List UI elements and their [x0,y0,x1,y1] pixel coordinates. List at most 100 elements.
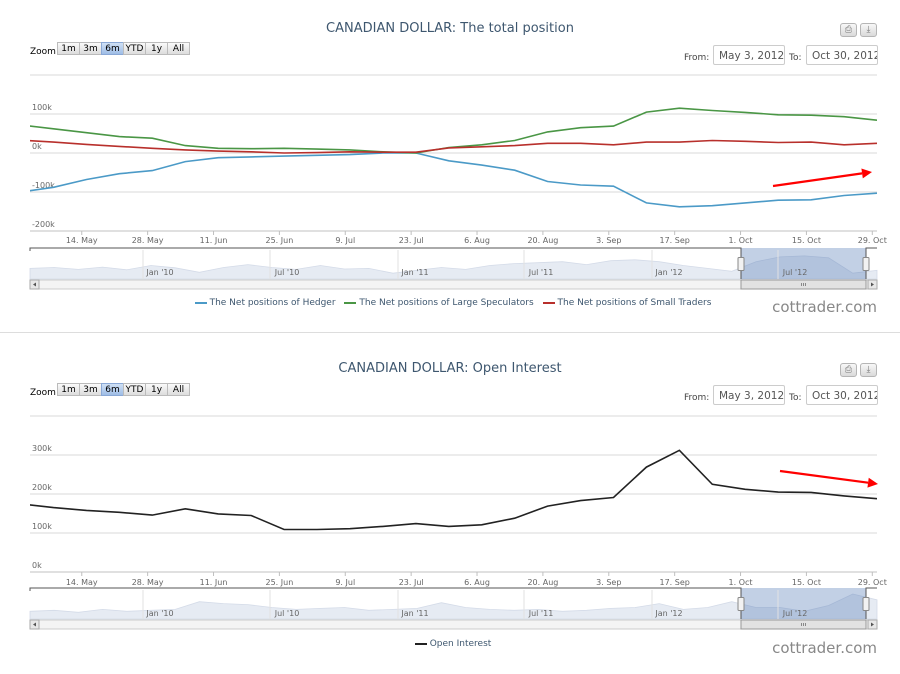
x-tick-label: 29. Oct [858,578,887,587]
navigator-label: Jan '11 [400,609,428,618]
legend-item-open-interest[interactable]: Open Interest [409,639,492,649]
watermark: cottrader.com [772,298,877,316]
arrow-left-icon [33,282,36,287]
y-tick-label: -100k [32,181,55,190]
navigator-label: Jul '11 [528,609,554,618]
x-tick-label: 15. Oct [792,578,821,587]
x-tick-label: 28. May [132,236,164,245]
x-tick-label: 3. Sep [596,236,621,245]
y-tick-label: 200k [32,483,52,492]
legend-item-small-traders[interactable]: The Net positions of Small Traders [537,298,712,308]
navigator-selection[interactable] [741,588,866,619]
x-tick-label: 6. Aug [464,578,490,587]
x-tick-label: 6. Aug [464,236,490,245]
legend-label: Open Interest [429,639,492,649]
navigator-label: Jul '11 [528,268,554,277]
zoom-button-all[interactable]: All [167,383,190,396]
x-tick-label: 17. Sep [659,236,689,245]
x-tick-label: 14. May [66,236,98,245]
navigator-label: Jul '10 [274,268,300,277]
series-line-the-net-positions-of-hedger [30,152,877,208]
x-tick-label: 15. Oct [792,236,821,245]
y-tick-label: 100k [32,522,52,531]
x-tick-label: 9. Jul [335,236,355,245]
navigator-handle[interactable] [737,257,745,271]
y-tick-label: 0k [32,142,42,151]
legend-swatch [344,301,357,304]
watermark: cottrader.com [772,639,877,657]
navigator-label: Jan '12 [654,609,682,618]
navigator-label: Jul '12 [782,609,808,618]
x-tick-label: 11. Jun [200,236,228,245]
from-date-input[interactable]: May 3, 2012 [713,385,785,405]
y-tick-label: 100k [32,103,52,112]
navigator-series [29,255,878,280]
arrow-right-icon [871,622,874,627]
print-icon[interactable]: ⎙ [840,363,857,377]
x-tick-label: 25. Jun [266,578,294,587]
y-tick-label: 300k [32,444,52,453]
zoom-button-6m[interactable]: 6m [101,383,124,396]
zoom-button-3m[interactable]: 3m [79,42,102,55]
navigator-handle[interactable] [862,257,870,271]
legend-item-hedger[interactable]: The Net positions of Hedger [189,298,336,308]
zoom-button-all[interactable]: All [167,42,190,55]
navigator-label: Jan '12 [654,268,682,277]
x-tick-label: 23. Jul [399,578,424,587]
download-icon[interactable]: ⤓ [860,23,877,37]
navigator-label: Jul '12 [782,268,808,277]
download-icon[interactable]: ⤓ [860,363,877,377]
annotation-arrow [772,172,863,188]
x-tick-label: 1. Oct [729,578,753,587]
from-date-input[interactable]: May 3, 2012 [713,45,785,65]
annotation-arrowhead [867,477,878,488]
annotation-arrow [779,469,869,484]
legend-label: The Net positions of Small Traders [557,298,712,308]
zoom-label: Zoom [30,388,56,398]
y-tick-label: -200k [32,220,55,229]
x-tick-label: 3. Sep [596,578,621,587]
legend-label: The Net positions of Large Speculators [359,298,534,308]
legend-swatch [542,301,555,304]
zoom-button-ytd[interactable]: YTD [123,42,146,55]
x-tick-label: 20. Aug [527,578,558,587]
legend-item-large-speculators[interactable]: The Net positions of Large Speculators [338,298,534,308]
zoom-button-1m[interactable]: 1m [57,42,80,55]
x-tick-label: 1. Oct [729,236,753,245]
x-tick-label: 17. Sep [659,578,689,587]
x-tick-label: 14. May [66,578,98,587]
arrow-left-icon [33,622,36,627]
legend-swatch [194,301,207,304]
x-tick-label: 25. Jun [266,236,294,245]
annotation-arrowhead [861,168,872,179]
chart-title: CANADIAN DOLLAR: Open Interest [338,361,562,376]
navigator-series [29,593,878,620]
from-label: From: [684,393,710,403]
navigator-label: Jan '11 [400,268,428,277]
divider [0,332,900,333]
x-tick-label: 20. Aug [527,236,558,245]
navigator-label: Jan '10 [145,609,173,618]
legend: Open Interest [0,639,900,649]
to-date-input[interactable]: Oct 30, 2012 [806,385,878,405]
x-tick-label: 11. Jun [200,578,228,587]
x-tick-label: 28. May [132,578,164,587]
series-line-open-interest [30,449,877,531]
legend: The Net positions of Hedger The Net posi… [0,298,900,308]
navigator-label: Jan '10 [145,268,173,277]
y-tick-label: 0k [32,561,42,570]
zoom-button-3m[interactable]: 3m [79,383,102,396]
navigator-selection[interactable] [741,248,866,279]
zoom-label: Zoom [30,47,56,57]
navigator-handle[interactable] [737,597,745,611]
legend-label: The Net positions of Hedger [209,298,336,308]
to-label: To: [789,53,802,63]
navigator-handle[interactable] [862,597,870,611]
to-label: To: [789,393,802,403]
print-icon[interactable]: ⎙ [840,23,857,37]
to-date-input[interactable]: Oct 30, 2012 [806,45,878,65]
series-line-the-net-positions-of-small-traders [30,139,877,154]
x-tick-label: 29. Oct [858,236,887,245]
